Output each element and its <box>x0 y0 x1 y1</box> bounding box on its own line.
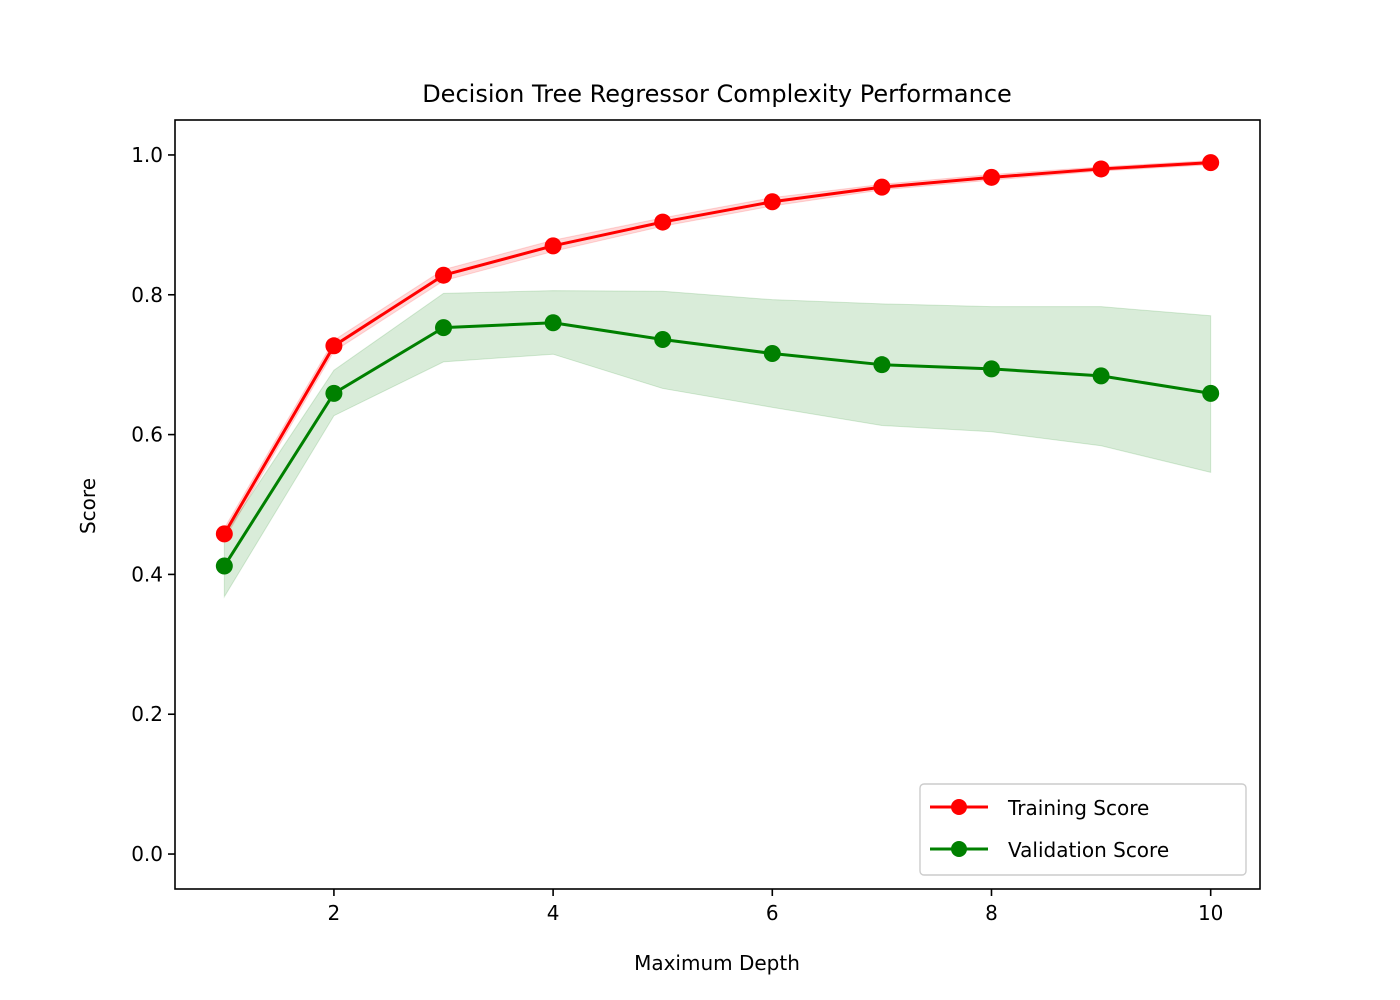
legend-marker-training <box>951 799 967 815</box>
legend-marker-validation <box>951 841 967 857</box>
y-tick-label: 0.2 <box>131 702 163 726</box>
y-tick-label: 0.8 <box>131 283 163 307</box>
x-axis: 2 4 6 8 10 <box>328 889 1223 925</box>
x-tick-label: 10 <box>1198 901 1223 925</box>
training-score-point <box>435 266 453 284</box>
validation-score-line <box>223 321 1211 567</box>
y-axis-label: Score <box>76 478 100 534</box>
training-score-point <box>873 178 891 196</box>
y-tick-label: 0.4 <box>131 562 163 586</box>
validation-score-point <box>763 345 781 362</box>
y-tick-label: 0.6 <box>131 423 163 447</box>
legend-label-training: Training Score <box>1007 796 1149 820</box>
y-tick-label: 1.0 <box>131 143 163 167</box>
validation-score-point <box>1202 384 1220 402</box>
validation-score-point <box>544 314 562 332</box>
training-score-point <box>763 193 781 211</box>
validation-score-point <box>654 331 672 349</box>
validation-score-point <box>873 356 891 374</box>
validation-score-point <box>435 319 453 337</box>
training-score-point <box>654 213 672 231</box>
plot-frame <box>174 119 1261 890</box>
validation-score-point <box>1092 367 1110 385</box>
training-score-point <box>325 337 343 355</box>
x-tick-label: 6 <box>766 901 779 925</box>
training-score-point <box>1202 154 1220 172</box>
training-score-line <box>223 161 1211 535</box>
y-axis: 0.0 0.2 0.4 0.6 0.8 1.0 <box>131 143 175 866</box>
legend-box <box>919 783 1247 876</box>
training-score-point <box>1092 160 1110 178</box>
chart-title: Decision Tree Regressor Complexity Perfo… <box>422 80 1012 108</box>
x-tick-label: 2 <box>328 901 341 925</box>
training-score-point <box>544 237 562 255</box>
training-score-point <box>982 168 1000 186</box>
x-tick-label: 4 <box>547 901 560 925</box>
x-axis-label: Maximum Depth <box>634 951 800 975</box>
validation-score-point <box>982 360 1000 378</box>
y-tick-label: 0.0 <box>131 842 163 866</box>
legend: Training Score Validation Score <box>919 783 1247 876</box>
validation-score-point <box>215 557 233 575</box>
x-tick-label: 8 <box>985 901 998 925</box>
plot-area <box>215 154 1220 599</box>
validation-score-point <box>325 384 343 402</box>
training-score-point <box>215 525 233 543</box>
legend-label-validation: Validation Score <box>1008 838 1169 862</box>
